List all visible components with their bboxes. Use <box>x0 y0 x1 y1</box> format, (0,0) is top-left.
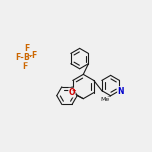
Text: O: O <box>69 88 75 97</box>
Text: B: B <box>24 53 29 62</box>
Text: −: − <box>27 52 32 57</box>
Text: F: F <box>32 51 37 60</box>
Text: N: N <box>117 87 124 96</box>
Text: +: + <box>72 88 76 93</box>
Text: F: F <box>24 44 29 53</box>
Text: F: F <box>22 62 28 71</box>
Text: Me: Me <box>100 97 110 102</box>
Text: F: F <box>15 53 20 62</box>
